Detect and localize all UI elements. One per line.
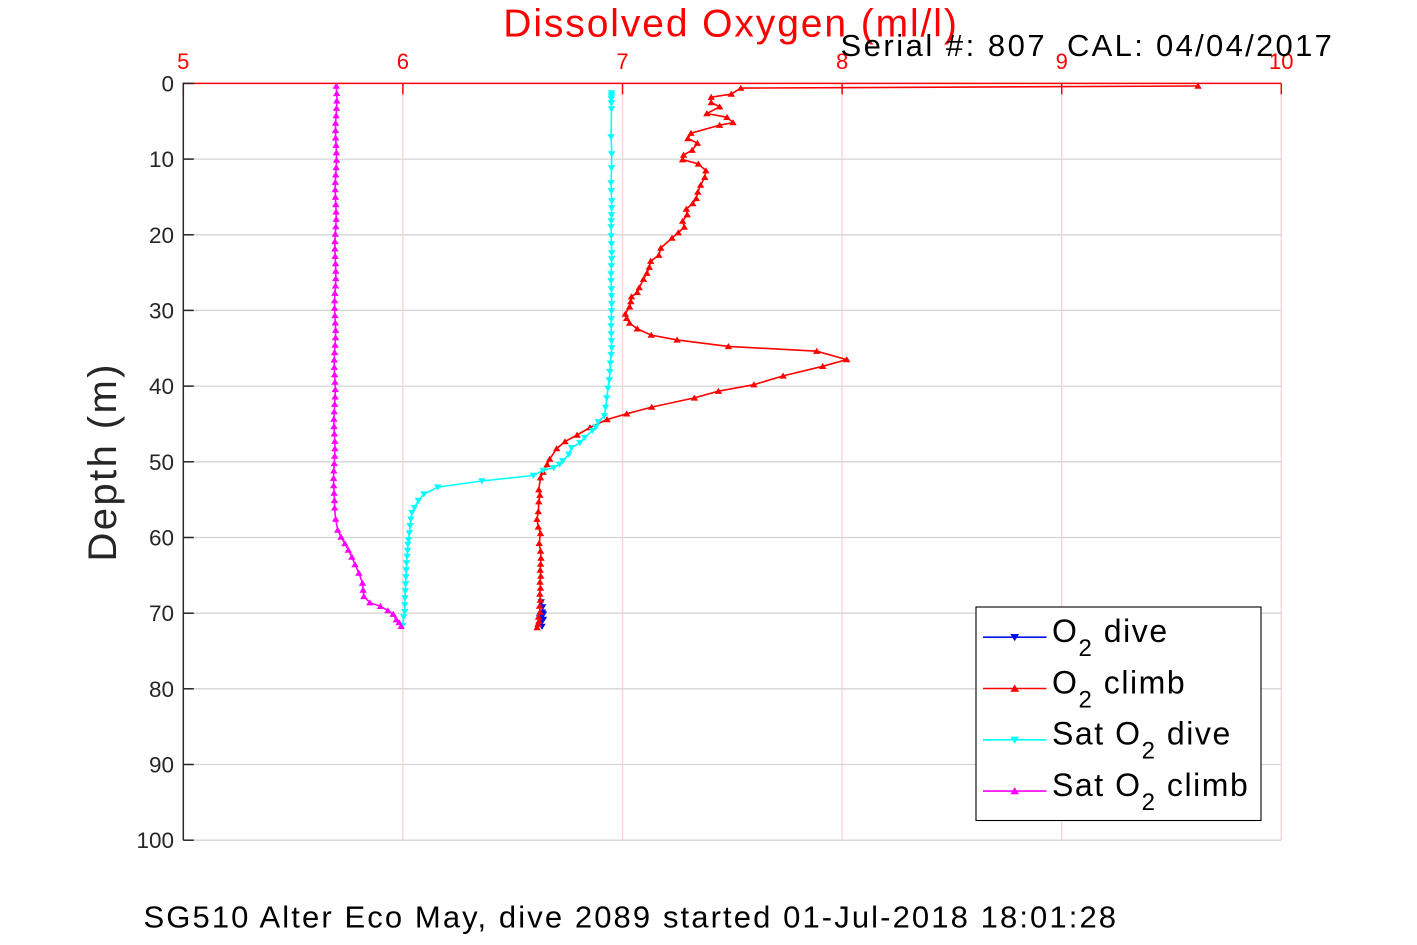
svg-text:100: 100 xyxy=(136,828,174,853)
svg-text:Serial #: 807: Serial #: 807 xyxy=(841,28,1048,63)
svg-text:10: 10 xyxy=(149,147,174,172)
svg-text:80: 80 xyxy=(149,677,174,702)
svg-text:8: 8 xyxy=(836,49,848,74)
svg-text:7: 7 xyxy=(616,49,628,74)
svg-text:Dissolved Oxygen (ml/l): Dissolved Oxygen (ml/l) xyxy=(503,3,958,46)
svg-text:SG510 Alter Eco May, dive 2089: SG510 Alter Eco May, dive 2089 started 0… xyxy=(144,900,1119,935)
svg-text:70: 70 xyxy=(149,601,174,626)
svg-text:20: 20 xyxy=(149,223,174,248)
svg-text:0: 0 xyxy=(161,71,174,96)
svg-text:50: 50 xyxy=(149,450,174,475)
svg-text:90: 90 xyxy=(149,753,174,778)
svg-text:Depth (m): Depth (m) xyxy=(81,362,125,561)
svg-text:CAL: 04/04/2017: CAL: 04/04/2017 xyxy=(1067,28,1334,63)
svg-text:9: 9 xyxy=(1056,49,1068,74)
svg-text:60: 60 xyxy=(149,526,174,551)
svg-text:6: 6 xyxy=(397,49,409,74)
svg-text:5: 5 xyxy=(177,49,189,74)
svg-text:40: 40 xyxy=(149,374,174,399)
svg-text:10: 10 xyxy=(1269,49,1293,74)
svg-text:30: 30 xyxy=(149,298,174,323)
